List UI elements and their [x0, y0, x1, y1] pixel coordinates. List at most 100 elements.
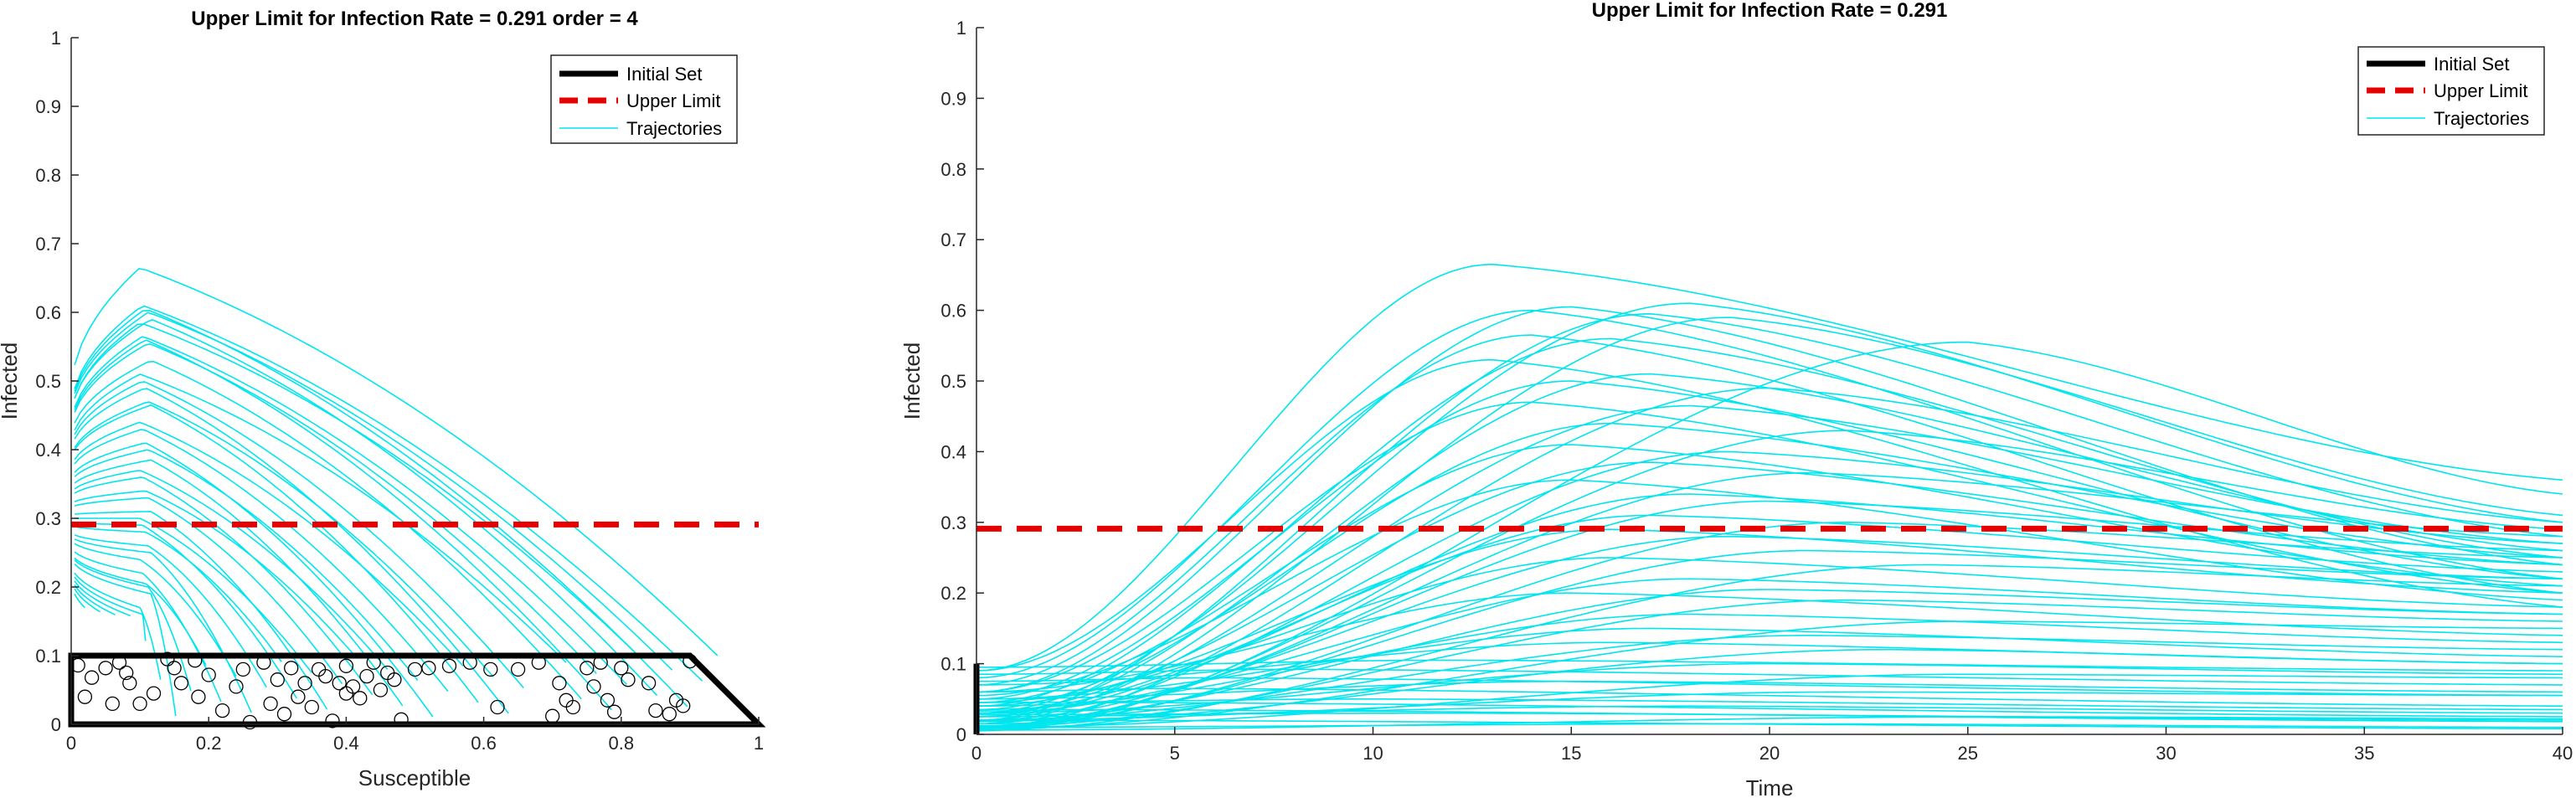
- right-trajectory-line: [976, 613, 2563, 711]
- right-trajectory-line: [976, 471, 2563, 728]
- left-trajectory-line: [74, 576, 147, 641]
- left-trajectory-line: [74, 336, 627, 685]
- right-legend: Initial Set Upper Limit Trajectories: [2357, 46, 2545, 136]
- left-initial-point-marker: [119, 665, 134, 681]
- left-initial-point-marker: [545, 708, 560, 723]
- right-trajectory-line: [976, 430, 2563, 729]
- left-trajectory-line: [74, 557, 207, 666]
- left-trajectory-line: [74, 594, 85, 609]
- right-trajectory-line: [976, 535, 2563, 721]
- left-trajectory-line: [74, 534, 267, 688]
- right-y-tick-label: 0.1: [940, 654, 966, 675]
- right-trajectories: [976, 263, 2563, 732]
- left-trajectory-line: [74, 490, 358, 659]
- right-trajectory-line: [976, 687, 2563, 708]
- left-initial-point-marker: [676, 698, 691, 713]
- left-trajectory-line: [74, 421, 464, 667]
- right-y-tick-label: 0.6: [940, 301, 966, 322]
- left-trajectory-line: [74, 559, 192, 692]
- left-y-tick-label: 0.2: [35, 577, 61, 598]
- left-initial-point-marker: [284, 661, 299, 676]
- left-trajectory-line: [75, 510, 328, 710]
- right-trajectory-line: [976, 309, 2563, 679]
- right-y-tick-label: 0.7: [940, 229, 966, 250]
- left-initial-point-marker: [191, 689, 206, 704]
- right-trajectory-line: [976, 373, 2563, 718]
- right-trajectory-line: [976, 680, 2563, 700]
- left-initial-point-marker: [565, 699, 580, 715]
- left-initial-point-marker: [173, 676, 189, 691]
- left-initial-point-marker: [325, 713, 340, 728]
- right-trajectory-line: [976, 723, 2563, 728]
- left-initial-point-marker: [586, 679, 601, 694]
- left-trajectory-line: [74, 563, 177, 717]
- left-initial-point-marker: [105, 696, 120, 712]
- left-trajectory-line: [74, 476, 374, 696]
- right-trajectory-line: [976, 302, 2563, 714]
- left-initial-point-marker: [77, 689, 93, 704]
- left-initial-point-marker: [580, 661, 595, 676]
- right-trajectory-line: [976, 673, 2563, 728]
- left-x-axis-label: Susceptible: [358, 765, 471, 790]
- left-initial-point-marker: [338, 658, 354, 673]
- left-y-tick-label: 0.1: [35, 646, 61, 667]
- right-trajectory-line: [976, 422, 2563, 711]
- left-initial-set: [68, 652, 766, 728]
- left-initial-point-marker: [111, 655, 127, 670]
- left-initial-point-marker: [373, 682, 389, 698]
- left-y-tick-label: 0.4: [35, 440, 61, 461]
- left-x-tick-label: 0.2: [196, 733, 222, 754]
- right-trajectory-line: [976, 549, 2563, 727]
- left-y-tick-label: 0: [51, 714, 61, 735]
- right-panel: 0 5 10 15 20 25 30 35 40 0 0.1 0.2 0.3 0.4 0.5 0.6 0.7 0.…: [899, 0, 2573, 798]
- left-trajectory-line: [74, 319, 658, 697]
- left-trajectories: [74, 267, 719, 718]
- left-initial-point-marker: [201, 667, 216, 682]
- left-y-tick-label: 0.5: [35, 371, 61, 392]
- left-initial-point-marker: [462, 655, 477, 670]
- right-axes: 0 5 10 15 20 25 30 35 40 0 0.1 0.2 0.3 0.4 0.5 0.6 0.7 0.…: [940, 18, 2573, 764]
- right-trajectory-line: [976, 677, 2563, 697]
- right-x-tick-label: 0: [971, 743, 981, 764]
- right-x-tick-label: 20: [1759, 743, 1780, 764]
- left-initial-point-marker: [318, 668, 333, 684]
- right-trajectory-line: [976, 528, 2563, 707]
- right-x-tick-label: 15: [1561, 743, 1581, 764]
- left-initial-point-marker: [648, 703, 663, 718]
- left-trajectory-line: [74, 373, 567, 663]
- right-trajectory-line: [976, 450, 2563, 725]
- right-trajectory-line: [976, 358, 2563, 672]
- left-initial-point-marker: [593, 655, 608, 670]
- right-y-tick-label: 0.2: [940, 583, 966, 604]
- left-trajectory-line: [74, 551, 222, 703]
- right-legend-upper-limit: Upper Limit: [2434, 80, 2527, 101]
- right-trajectory-line: [976, 514, 2563, 714]
- right-trajectory-line: [976, 578, 2563, 714]
- left-initial-point-marker: [146, 686, 162, 701]
- right-y-tick-label: 0: [956, 724, 966, 745]
- left-y-tick-label: 1: [51, 28, 61, 49]
- left-trajectory-line: [74, 588, 100, 613]
- right-trajectory-line: [976, 401, 2563, 693]
- right-y-tick-label: 0.8: [940, 159, 966, 180]
- left-legend-initial-set: Initial Set: [626, 64, 703, 85]
- left-trajectory-line: [74, 584, 116, 615]
- left-initial-point-marker: [353, 691, 368, 706]
- right-x-tick-label: 25: [1958, 743, 1978, 764]
- left-trajectory-line: [74, 323, 642, 660]
- left-trajectory-line: [74, 404, 479, 703]
- right-trajectory-line: [976, 627, 2563, 700]
- right-trajectory-line: [976, 317, 2563, 725]
- left-trajectory-line: [74, 381, 524, 689]
- right-trajectory-line: [976, 334, 2563, 686]
- left-initial-point-marker: [345, 679, 361, 694]
- left-trajectory-line: [74, 342, 597, 674]
- left-initial-point-marker: [600, 692, 616, 708]
- left-initial-point-marker: [256, 655, 271, 670]
- left-initial-point-marker: [304, 699, 319, 715]
- right-trajectory-line: [976, 712, 2563, 721]
- right-y-tick-label: 0.5: [940, 371, 966, 392]
- left-trajectory-line: [74, 538, 252, 713]
- left-chart-title: Upper Limit for Infection Rate = 0.291 o…: [191, 8, 638, 30]
- left-panel: 0 0.2 0.4 0.6 0.8 1 0 0.1 0.2 0.3 0.4 0.5 0.6 0.7 0.8 0…: [0, 8, 766, 790]
